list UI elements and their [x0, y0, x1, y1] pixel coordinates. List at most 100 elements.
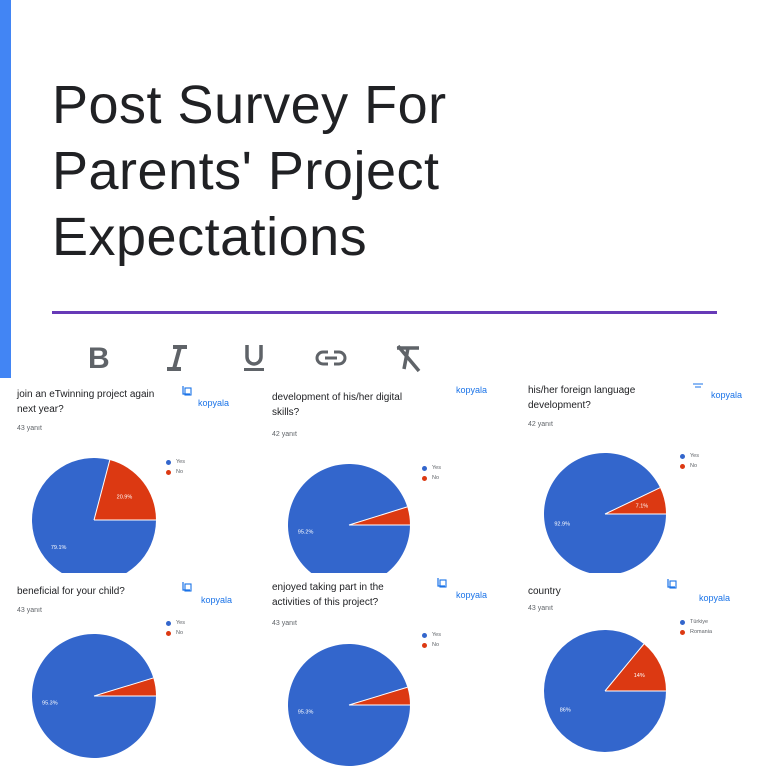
legend-dot — [422, 465, 427, 471]
legend-label: Yes — [432, 465, 441, 471]
pie-slice — [288, 464, 410, 573]
legend-item: No — [166, 467, 185, 477]
legend-label: Yes — [176, 459, 185, 465]
response-count: 42 yanıt — [272, 431, 297, 438]
form-title[interactable]: Post Survey For Parents' Project Expecta… — [52, 72, 672, 270]
slice-label: 14% — [634, 673, 645, 679]
pie-slice-separator — [348, 506, 408, 526]
slice-label: 95.3% — [42, 701, 58, 707]
slice-label: 95.3% — [298, 709, 314, 715]
legend-label: Yes — [176, 620, 185, 626]
legend-item: No — [166, 628, 185, 638]
legend-dot — [166, 630, 171, 636]
legend-item: Yes — [422, 463, 441, 473]
legend-label: Türkiye — [690, 619, 709, 625]
chart-legend: Yes No — [166, 618, 185, 638]
svg-text:B: B — [88, 344, 110, 372]
legend-item: No — [680, 461, 699, 471]
response-count: 43 yanıt — [272, 620, 297, 627]
copy-icon[interactable] — [181, 581, 193, 593]
bold-button[interactable]: B — [80, 338, 120, 378]
legend-dot — [166, 469, 171, 475]
pie-slice-separator — [348, 686, 408, 706]
pie-slice — [32, 458, 156, 573]
copy-link[interactable]: kopyala — [201, 595, 233, 605]
title-underline — [52, 311, 717, 314]
pie-slice — [605, 643, 666, 691]
chart-card: his/her foreign language development? 42… — [514, 380, 768, 573]
chart-card: country 43 yanıt kopyala Türkiye Romania… — [514, 574, 768, 768]
legend-item: Yes — [166, 618, 185, 628]
slice-label: 92.9% — [554, 522, 570, 528]
chart-card: join an eTwinning project again next yea… — [0, 380, 250, 573]
form-header: Post Survey For Parents' Project Expecta… — [0, 0, 768, 380]
charts-grid: join an eTwinning project again next yea… — [0, 380, 768, 768]
legend-item: Romania — [680, 627, 712, 637]
copy-link[interactable]: kopyala — [456, 590, 488, 600]
copy-icon[interactable] — [436, 577, 448, 589]
chart-card: beneficial for your child? 43 yanıt kopy… — [0, 574, 250, 768]
copy-icon[interactable] — [692, 382, 704, 394]
response-count: 43 yanıt — [17, 425, 42, 432]
response-count: 43 yanıt — [17, 607, 42, 614]
pie-slice-separator — [604, 643, 645, 692]
chart-legend: Yes No — [166, 457, 185, 477]
clear-formatting-icon — [396, 344, 421, 373]
legend-item: Türkiye — [680, 617, 712, 627]
chart-card: enjoyed taking part in the activities of… — [256, 574, 512, 768]
chart-legend: Yes No — [422, 630, 441, 650]
underline-button[interactable] — [234, 338, 274, 378]
slice-label: 20.9% — [117, 495, 133, 501]
legend-label: Yes — [690, 453, 699, 459]
chart-legend: Türkiye Romania — [680, 617, 712, 637]
legend-label: No — [176, 469, 184, 475]
pie-slice — [544, 453, 666, 573]
insert-link-button[interactable] — [311, 338, 351, 378]
pie-slice-separator — [93, 459, 111, 521]
question-text: beneficial for your child? — [17, 586, 125, 597]
form-accent-bar — [0, 0, 11, 378]
question-text: country — [528, 586, 561, 597]
copy-link[interactable]: kopyala — [699, 593, 731, 603]
question-text: his/her foreign language development? — [528, 385, 636, 411]
question-text: development of his/her digital skills? — [272, 392, 403, 418]
legend-label: Romania — [690, 629, 713, 635]
legend-label: No — [432, 475, 440, 481]
copy-link[interactable]: kopyala — [456, 385, 488, 395]
legend-label: No — [432, 642, 440, 648]
bold-icon: B — [88, 344, 110, 372]
copy-link[interactable]: kopyala — [711, 390, 743, 400]
pie-chart: 79.1% 20.9% — [32, 458, 156, 573]
copy-icon[interactable] — [666, 578, 678, 590]
form-title-line: Post Survey For — [52, 75, 447, 135]
clear-formatting-button[interactable] — [388, 338, 428, 378]
form-title-line: Parents' Project — [52, 141, 440, 201]
response-count: 42 yanıt — [528, 421, 553, 428]
chart-legend: Yes No — [680, 451, 699, 471]
legend-dot — [680, 619, 685, 625]
legend-dot — [422, 632, 427, 638]
legend-item: Yes — [422, 630, 441, 640]
legend-dot — [680, 453, 685, 459]
copy-icon[interactable] — [181, 385, 193, 397]
copy-link[interactable]: kopyala — [198, 398, 230, 408]
slice-label: 95.2% — [298, 530, 314, 536]
legend-dot — [680, 629, 685, 635]
question-text: join an eTwinning project again next yea… — [17, 389, 155, 415]
chart-card: development of his/her digital skills? 4… — [256, 380, 512, 573]
legend-item: No — [422, 473, 441, 483]
italic-button[interactable] — [157, 338, 197, 378]
legend-dot — [680, 463, 685, 469]
response-count: 43 yanıt — [528, 605, 553, 612]
legend-dot — [166, 620, 171, 626]
legend-dot — [422, 642, 427, 648]
underline-icon — [244, 345, 264, 371]
slice-label: 79.1% — [51, 545, 67, 551]
legend-item: No — [422, 640, 441, 650]
legend-label: Yes — [432, 632, 441, 638]
pie-slice-separator — [93, 677, 154, 697]
pie-slice-separator — [604, 487, 661, 515]
question-text: enjoyed taking part in the activities of… — [272, 582, 384, 608]
legend-dot — [166, 459, 171, 465]
pie-slice — [605, 487, 666, 514]
